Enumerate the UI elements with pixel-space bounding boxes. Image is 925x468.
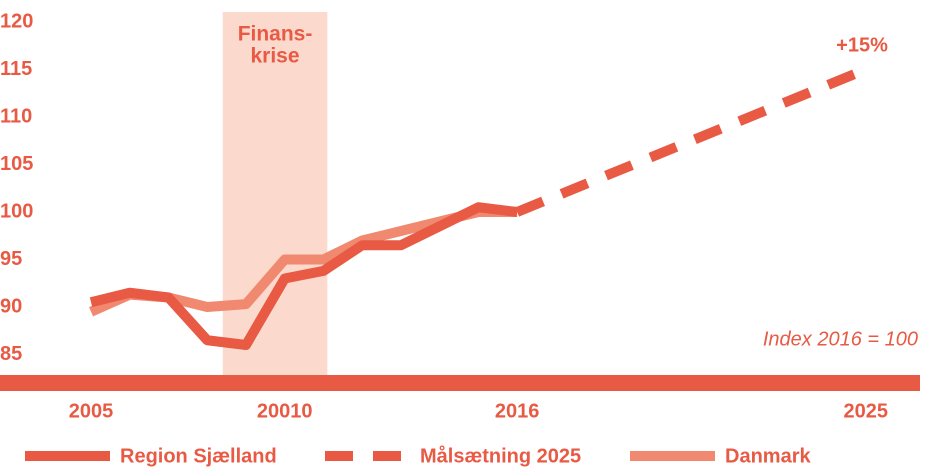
- x-tick-label: 2016: [495, 400, 540, 422]
- region-label: krise: [251, 45, 300, 68]
- y-tick-label: 115: [0, 58, 32, 80]
- y-tick-label: 120: [0, 10, 33, 32]
- x-tick-label: 20010: [257, 400, 313, 422]
- annotation: +15%: [836, 34, 888, 56]
- y-tick-label: 95: [0, 248, 22, 270]
- y-tick-label: 110: [0, 105, 32, 127]
- series-line: [89, 202, 518, 350]
- legend-label: Region Sjælland: [120, 445, 277, 467]
- x-axis: [0, 375, 920, 391]
- legend-label: Danmark: [725, 445, 811, 467]
- annotation: Index 2016 = 100: [763, 328, 918, 350]
- series-line: [515, 64, 868, 217]
- y-tick-label: 100: [0, 200, 33, 222]
- y-tick-label: 90: [0, 295, 22, 317]
- x-tick-label: 2025: [844, 400, 889, 422]
- y-tick-label: 85: [0, 343, 22, 365]
- legend-label: Målsætning 2025: [420, 444, 581, 467]
- x-tick-label: 2005: [69, 400, 114, 422]
- y-tick-label: 105: [0, 153, 33, 175]
- region-label: Finans-: [238, 23, 313, 46]
- shaded-region: [222, 12, 328, 383]
